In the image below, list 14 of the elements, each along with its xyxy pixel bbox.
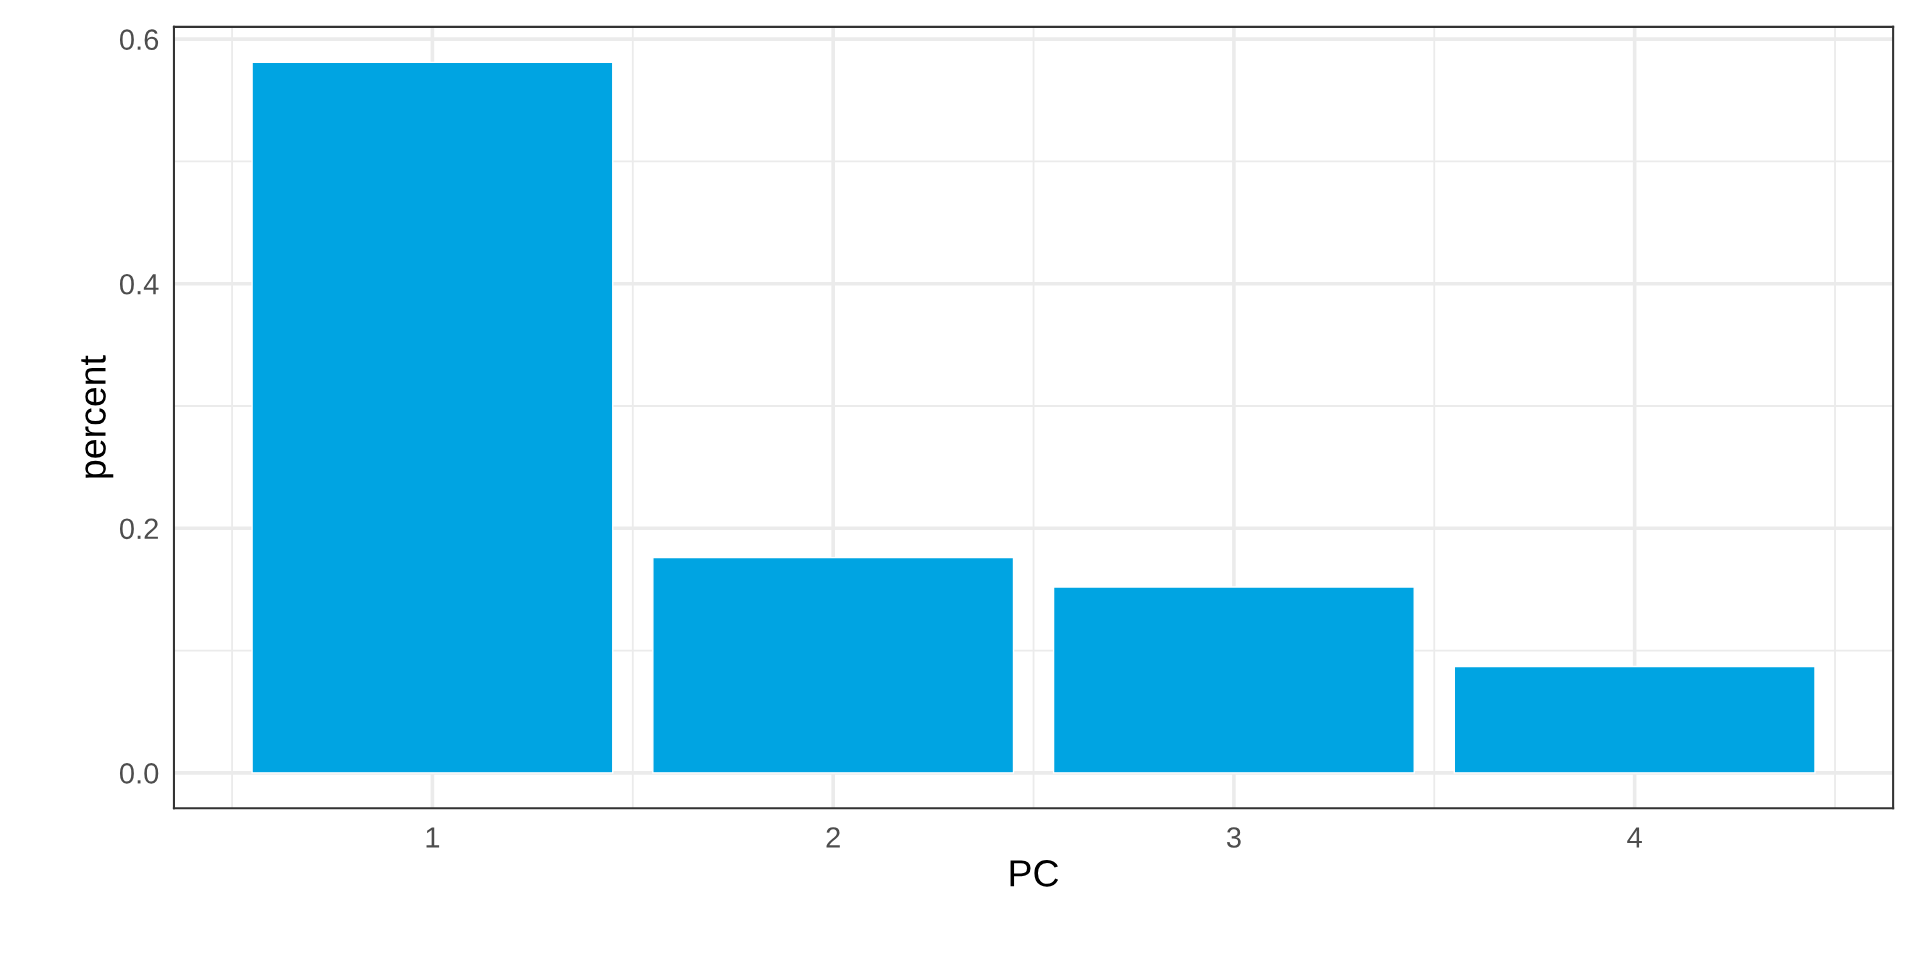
bar — [652, 556, 1015, 774]
bar — [251, 61, 614, 774]
y-tick-label: 0.6 — [119, 29, 159, 50]
x-tick-label: 1 — [426, 827, 440, 848]
y-tick-label: 0.4 — [119, 273, 159, 295]
bar — [1453, 665, 1816, 774]
y-tick-label: 0.2 — [119, 518, 158, 540]
x-tick-label: 4 — [1627, 827, 1642, 848]
bar — [1052, 586, 1415, 774]
x-axis-title: PC — [1010, 860, 1059, 887]
x-tick-label: 3 — [1226, 827, 1241, 848]
x-tick-label: 2 — [826, 827, 840, 848]
y-axis-title: percent — [81, 355, 114, 478]
y-tick-label: 0.0 — [119, 763, 159, 784]
